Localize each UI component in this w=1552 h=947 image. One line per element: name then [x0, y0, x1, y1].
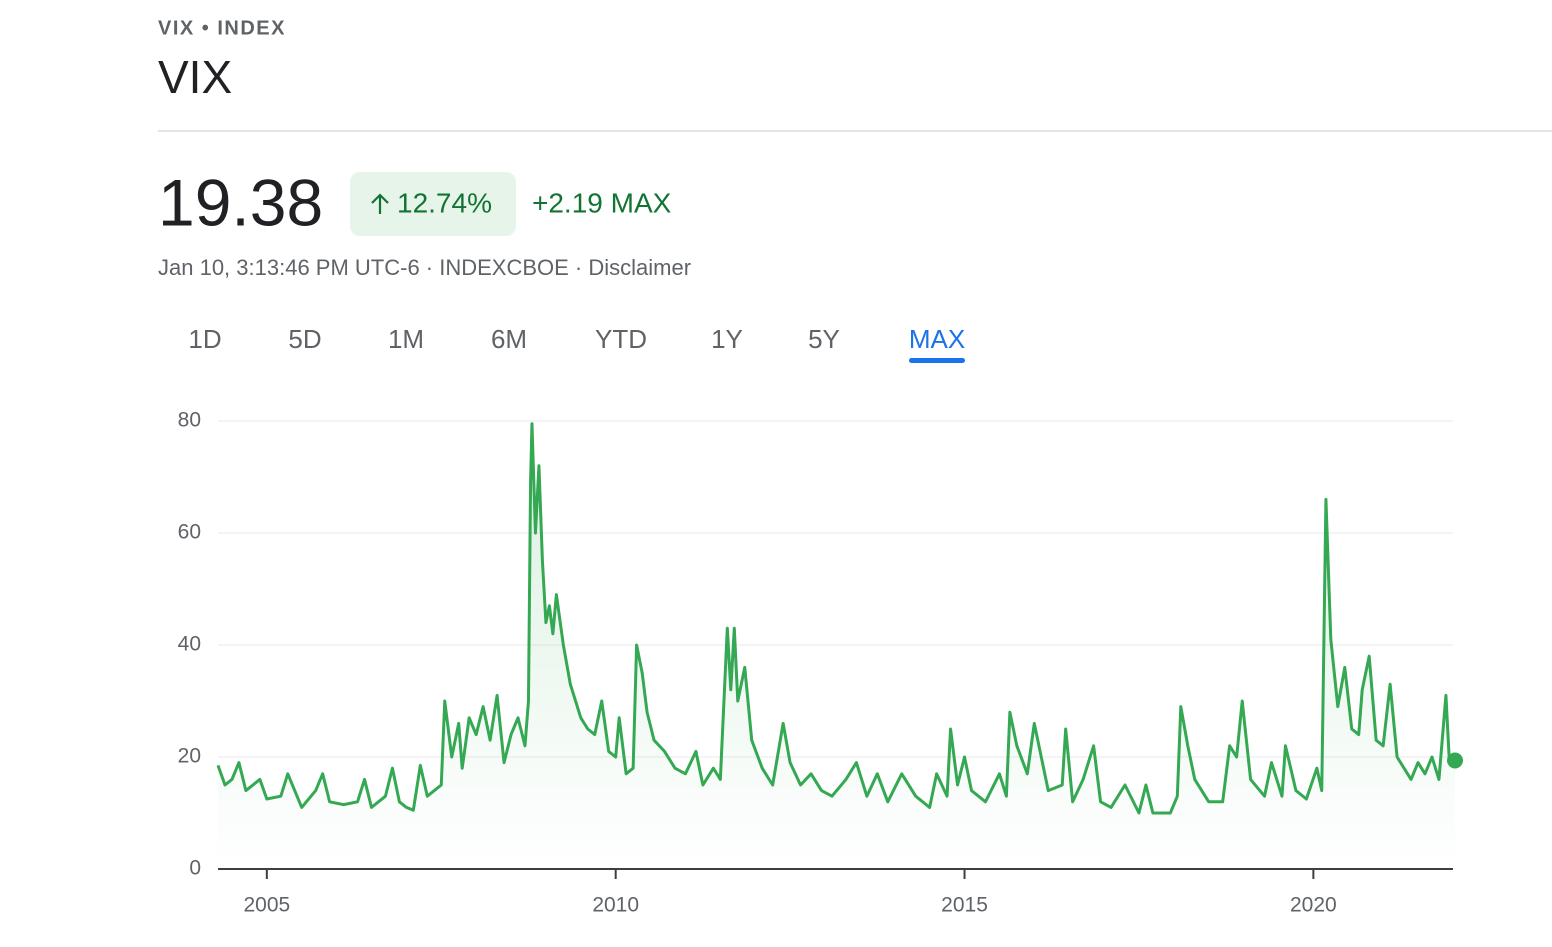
y-tick-label: 0 — [189, 857, 201, 880]
x-tick-label: 2010 — [592, 894, 639, 917]
price-line — [216, 422, 1456, 815]
range-tab[interactable]: 5Y — [808, 324, 840, 354]
y-tick-label: 40 — [178, 633, 201, 656]
y-tick-label: 20 — [178, 745, 201, 768]
price: 19.38 — [158, 165, 323, 239]
change-badge — [350, 172, 516, 236]
y-tick-label: 60 — [178, 521, 201, 544]
x-tick-label: 2015 — [941, 894, 988, 917]
meta: Jan 10, 3:13:46 PM UTC-6 · INDEXCBOE · D… — [158, 255, 691, 280]
range-tab[interactable]: MAX — [909, 324, 965, 354]
range-tab[interactable]: YTD — [595, 324, 647, 354]
x-tick-label: 2020 — [1290, 894, 1337, 917]
active-tab-indicator — [909, 358, 965, 363]
change-abs: +2.19 MAX — [532, 187, 672, 218]
last-point — [1447, 752, 1463, 769]
x-tick-label: 2005 — [243, 894, 290, 917]
title: VIX — [158, 51, 232, 103]
y-tick-label: 80 — [178, 409, 201, 432]
range-tabs: 1D 5D 1M 6M YTD 1Y 5Y MAX — [188, 324, 965, 363]
range-tab[interactable]: 1Y — [711, 324, 743, 354]
range-tab[interactable]: 6M — [491, 324, 527, 354]
range-tab[interactable]: 5D — [288, 324, 321, 354]
area-fill — [218, 423, 1455, 869]
up-arrow — [371, 193, 389, 214]
chart: 0 20 40 60 80 2005 2010 2015 2020 — [178, 409, 1463, 917]
range-tab[interactable]: 1M — [388, 324, 424, 354]
range-tab[interactable]: 1D — [188, 324, 221, 354]
eyebrow: VIX • INDEX — [158, 17, 286, 39]
change-percent: 12.74% — [397, 187, 492, 218]
